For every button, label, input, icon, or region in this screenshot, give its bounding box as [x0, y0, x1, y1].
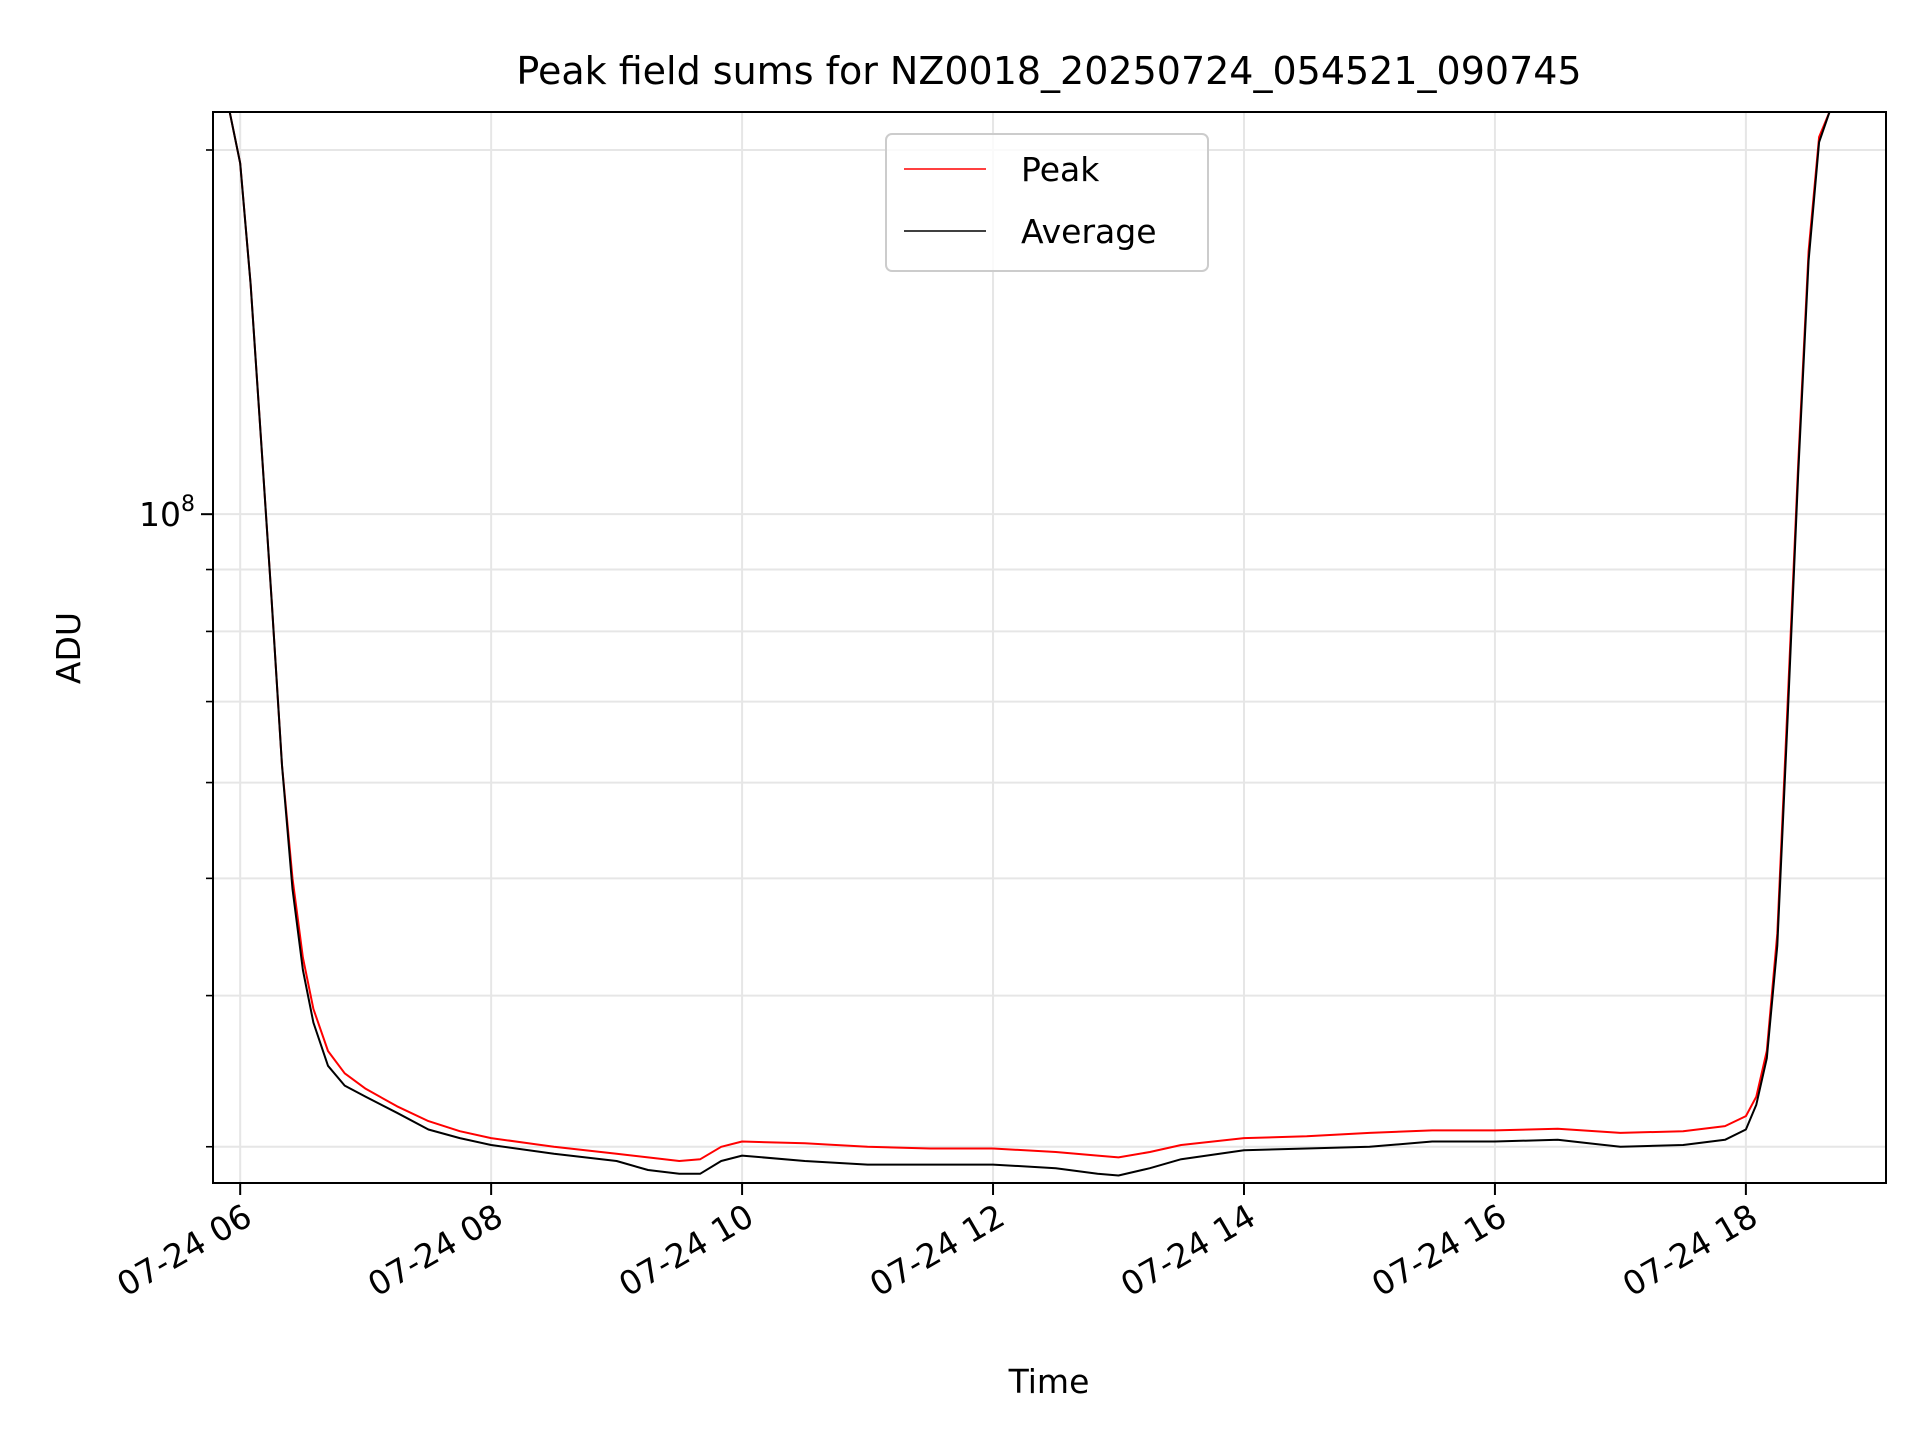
- legend-label-peak: Peak: [1021, 150, 1100, 189]
- series-layer: [213, 112, 1886, 1177]
- chart-title: Peak field sums for NZ0018_20250724_0545…: [516, 49, 1581, 93]
- axes-frame: [212, 111, 1887, 1184]
- legend: Peak Average: [885, 133, 1209, 272]
- plot-area: [213, 112, 1886, 1177]
- legend-label-average: Average: [1021, 212, 1157, 251]
- y-axis: 108: [139, 149, 213, 1148]
- y-axis-label: ADU: [49, 612, 88, 684]
- x-axis-label: Time: [1008, 1362, 1090, 1401]
- y-tick-label: 108: [139, 492, 195, 534]
- series-line-peak: [213, 112, 1886, 1162]
- series-line-average: [213, 112, 1886, 1177]
